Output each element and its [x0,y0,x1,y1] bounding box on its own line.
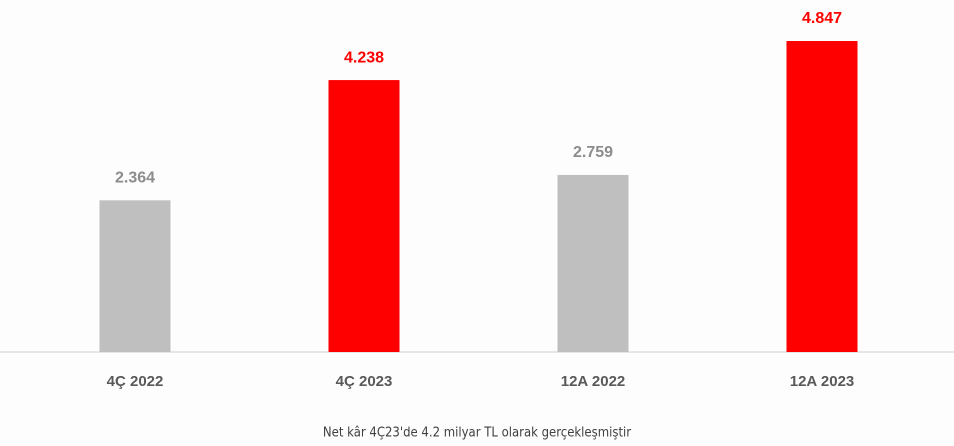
bar [557,174,629,352]
value-label: 4.238 [344,49,384,66]
caption: Net kâr 4Ç23'de 4.2 milyar TL olarak ger… [323,426,631,441]
x-tick-label: 12A 2023 [790,373,855,390]
bar [786,41,858,352]
x-tick-label: 12A 2022 [561,373,626,390]
bar [328,80,400,353]
value-label: 2.364 [115,170,155,187]
bar [99,200,171,352]
value-label: 4.847 [802,10,842,27]
value-label: 2.759 [573,144,613,161]
x-tick-label: 4Ç 2022 [107,373,164,390]
x-tick-label: 4Ç 2023 [336,373,393,390]
